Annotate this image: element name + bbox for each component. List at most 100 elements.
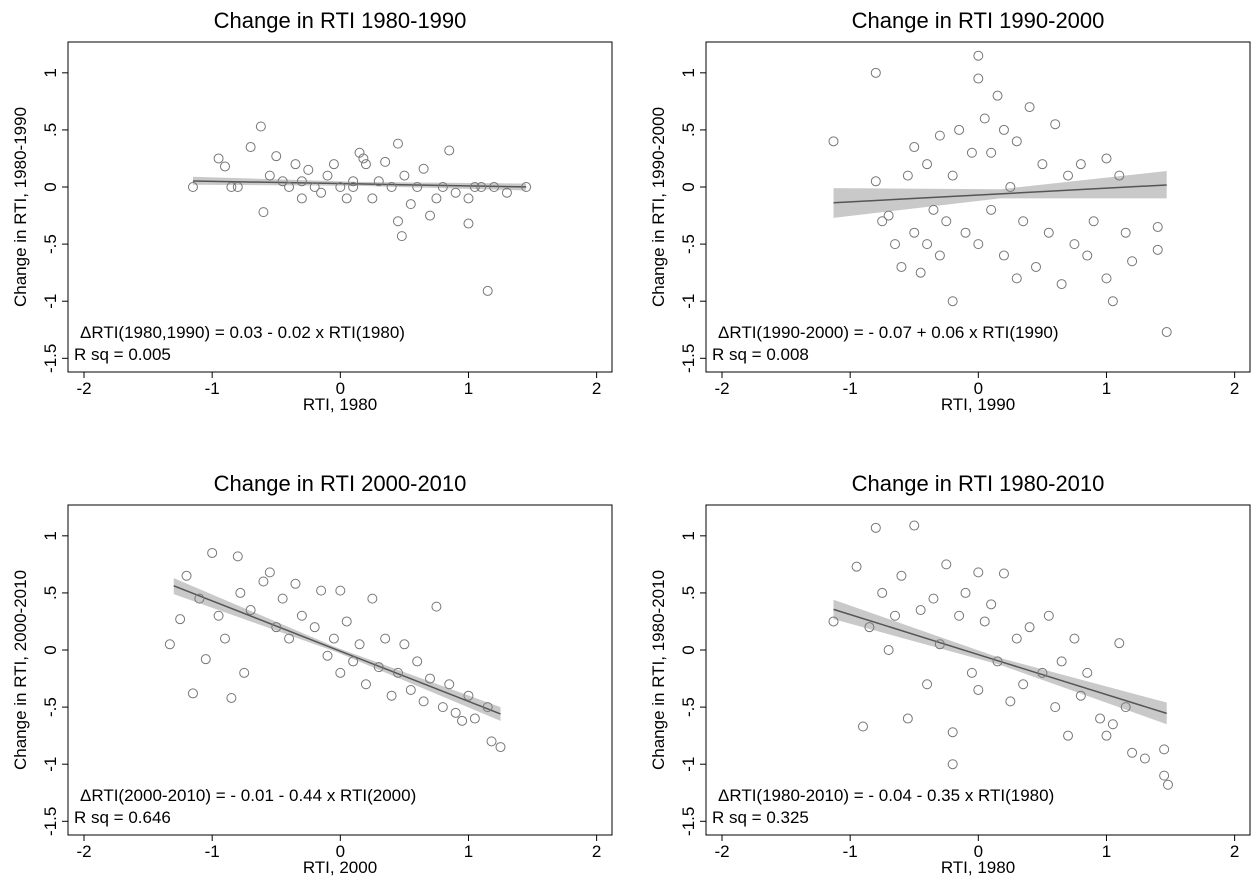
scatter-point [947,759,958,770]
scatter-point [341,193,352,204]
annotation: R sq = 0.325 [712,808,809,827]
annotation: ΔRTI(2000-2010) = - 0.01 - 0.44 x RTI(20… [80,786,416,805]
scatter-point [986,599,997,610]
scatter-point [360,159,371,170]
scatter-point [1018,216,1029,227]
scatter-point [960,227,971,238]
scatter-point [934,639,945,650]
scatter-point [1107,296,1118,307]
scatter-point [431,601,442,612]
scatter-point [1114,638,1125,649]
scatter-point [277,176,288,187]
scatter-point [1050,702,1061,713]
scatter-point [998,250,1009,261]
x-tick-label: -1 [205,379,220,398]
y-axis-label: Change in RTI, 2000-2010 [11,570,30,770]
scatter-point [450,707,461,718]
scatter-point [1037,667,1048,678]
x-tick-label: -2 [714,379,729,398]
scatter-point [1162,779,1173,790]
scatter-point [851,561,862,572]
x-tick-label: 2 [592,842,601,861]
scatter-point [232,551,243,562]
x-tick-label: 0 [974,379,983,398]
scatter-point [1088,216,1099,227]
scatter-point [271,622,282,633]
scatter-point [303,164,314,175]
scatter-point [934,130,945,141]
scatter-point [1120,227,1131,238]
annotation: ΔRTI(1980,1990) = 0.03 - 0.02 x RTI(1980… [80,323,405,342]
fit-line [173,585,501,715]
scatter-point [1063,170,1074,181]
y-tick-label: 1 [41,531,60,540]
scatter-point [1069,239,1080,250]
scatter-point [399,639,410,650]
x-tick-label: 2 [1230,842,1239,861]
scatter-point [437,182,448,193]
x-tick-label: -2 [76,842,91,861]
scatter-point [296,193,307,204]
scatter-point [358,153,369,164]
scatter-point [328,159,339,170]
scatter-point [322,650,333,661]
scatter-point [405,199,416,210]
scatter-point [828,616,839,627]
scatter-point [909,520,920,531]
scatter-point [463,218,474,229]
scatter-point [915,605,926,616]
scatter-point [998,568,1009,579]
scatter-point [207,547,218,558]
scatter-point [1056,656,1067,667]
y-axis-label: Change in RTI, 1980-2010 [649,570,668,770]
scatter-point [431,193,442,204]
scatter-point [328,633,339,644]
scatter-point [309,622,320,633]
scatter-point [909,227,920,238]
scatter-point [213,610,224,621]
scatter-point [164,639,175,650]
scatter-point [335,182,346,193]
scatter-point [883,645,894,656]
scatter-point [335,585,346,596]
x-axis-label: RTI, 1990 [941,395,1015,414]
scatter-point [1159,770,1170,781]
scatter-point [973,73,984,84]
scatter-point [239,667,250,678]
scatter-point [392,216,403,227]
scatter-point [296,176,307,187]
scatter-point [1082,667,1093,678]
scatter-point [1005,696,1016,707]
y-tick-label: -.5 [679,234,698,254]
scatter-point [476,182,487,193]
y-tick-label: 1 [679,68,698,77]
scatter-point [175,614,186,625]
y-tick-label: .5 [41,586,60,600]
scatter-point [316,187,327,198]
scatter-point [521,182,532,193]
scatter-point [1095,713,1106,724]
scatter-point [380,633,391,644]
scatter-point [966,667,977,678]
scatter-point [469,182,480,193]
scatter-point [947,296,958,307]
scatter-point [348,176,359,187]
scatter-point [1101,153,1112,164]
scatter-point [1030,261,1041,272]
scatter-point [232,182,243,193]
chart-title: Change in RTI 1990-2000 [852,8,1105,33]
scatter-point [341,616,352,627]
chart-title: Change in RTI 2000-2010 [214,471,467,496]
scatter-point [264,170,275,181]
scatter-point [367,593,378,604]
scatter-point [828,136,839,147]
scatter-point [392,667,403,678]
y-tick-label: 1 [41,68,60,77]
x-tick-label: 1 [464,842,473,861]
y-tick-label: -1.5 [679,344,698,373]
scatter-point [1037,159,1048,170]
scatter-point [883,210,894,221]
fit-line [833,608,1167,715]
scatter-point [463,193,474,204]
x-tick-label: -2 [714,842,729,861]
